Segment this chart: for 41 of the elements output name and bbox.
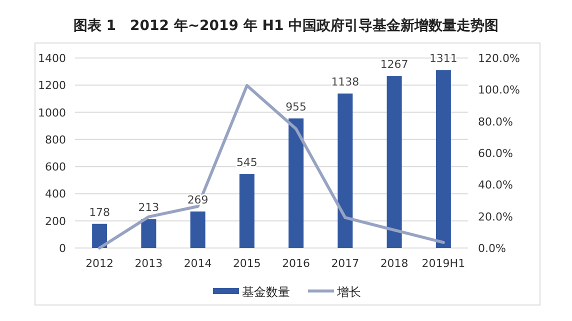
x-tick-label: 2018 [380,257,408,270]
data-label: 1138 [331,76,360,89]
bar [190,211,206,248]
y-tick-label: 800 [45,133,66,146]
x-tick-label: 2019H1 [422,257,466,270]
x-tick-label: 2017 [331,257,360,270]
data-label: 955 [286,100,307,114]
y-tick-label: 1400 [38,52,66,65]
y2-tick-label: 80.0% [478,115,513,128]
data-label: 1311 [429,52,458,66]
y-tick-label: 0 [59,242,66,255]
y-tick-label: 1000 [38,106,66,120]
data-label: 178 [89,206,110,219]
bar [288,118,304,248]
bar [436,70,451,248]
y-tick-label: 600 [45,160,66,174]
data-label: 545 [236,156,258,170]
y-tick-label: 1200 [38,79,66,92]
y-tick-label: 200 [45,214,66,228]
data-label: 213 [138,201,160,214]
chart-title: 图表 1 2012 年~2019 年 H1 中国政府引导基金新增数量走势图 [73,17,499,34]
y2-tick-label: 20.0% [478,210,513,224]
bar [141,219,156,248]
x-tick-label: 2012 [86,257,114,270]
y-tick-label: 400 [45,188,66,201]
legend-label: 增长 [336,285,361,299]
x-tick-label: 2015 [232,257,261,270]
x-tick-label: 2013 [134,257,163,270]
x-tick-label: 2014 [184,257,212,270]
y2-tick-label: 120.0% [478,52,520,65]
y2-tick-label: 100.0% [478,84,520,97]
bar [338,94,353,248]
x-tick-label: 2016 [282,257,310,270]
y2-tick-label: 60.0% [478,147,513,160]
data-label: 1267 [380,58,408,72]
y2-tick-label: 40.0% [478,178,513,192]
legend-label: 基金数量 [242,285,290,299]
bar [386,76,402,248]
bar [92,224,108,248]
bar [239,174,254,248]
y2-tick-label: 0.0% [478,242,506,255]
